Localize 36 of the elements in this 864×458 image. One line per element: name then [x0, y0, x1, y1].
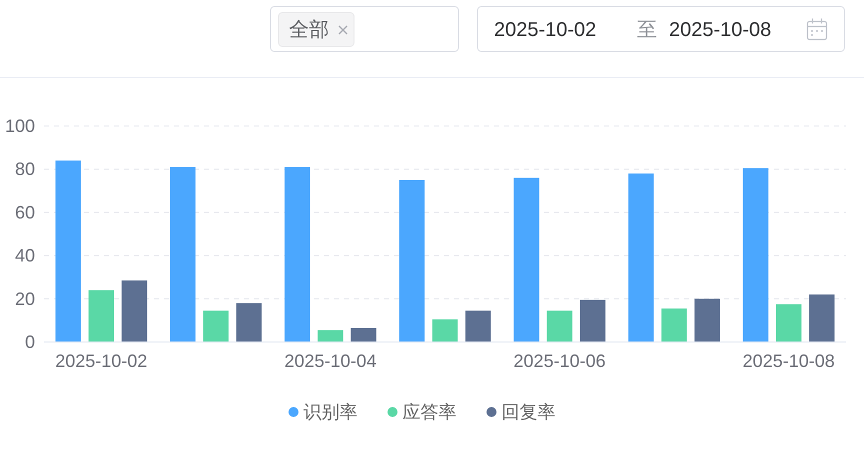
y-tick-label: 100: [4, 116, 35, 136]
y-tick-label: 80: [14, 159, 35, 180]
legend-label: 回复率: [502, 402, 556, 422]
bar: [284, 167, 310, 342]
bar: [580, 300, 606, 342]
bar: [628, 174, 654, 342]
bar: [318, 330, 344, 342]
y-tick-label: 20: [14, 288, 35, 309]
legend-label: 识别率: [304, 402, 358, 422]
bar: [350, 328, 376, 342]
bar: [694, 298, 720, 342]
bar: [809, 294, 835, 342]
bar: [88, 290, 114, 342]
x-tick-label: 2025-10-02: [55, 351, 148, 371]
y-tick-label: 60: [14, 202, 35, 222]
control-select: 全部: [270, 6, 459, 52]
x-tick-label: 2025-10-08: [742, 351, 835, 371]
bar: [465, 310, 491, 342]
bar: [776, 304, 802, 342]
x-tick-label: 2025-10-04: [284, 351, 376, 371]
bar: [546, 310, 572, 342]
bar: [170, 167, 196, 342]
bar: [514, 178, 540, 342]
bar: [122, 280, 148, 342]
bar: [432, 319, 458, 342]
bar: [742, 168, 768, 342]
bar: [399, 180, 425, 342]
bar: [55, 160, 81, 342]
bar: [236, 303, 262, 342]
y-tick-label: 0: [24, 332, 35, 352]
control-date-range: 2025-10-02 至 2025-10-08: [477, 6, 845, 52]
bar: [203, 310, 229, 342]
bar: [661, 308, 687, 342]
legend-label: 应答率: [402, 402, 456, 422]
x-tick-label: 2025-10-06: [514, 351, 606, 371]
y-tick-label: 40: [14, 246, 35, 266]
